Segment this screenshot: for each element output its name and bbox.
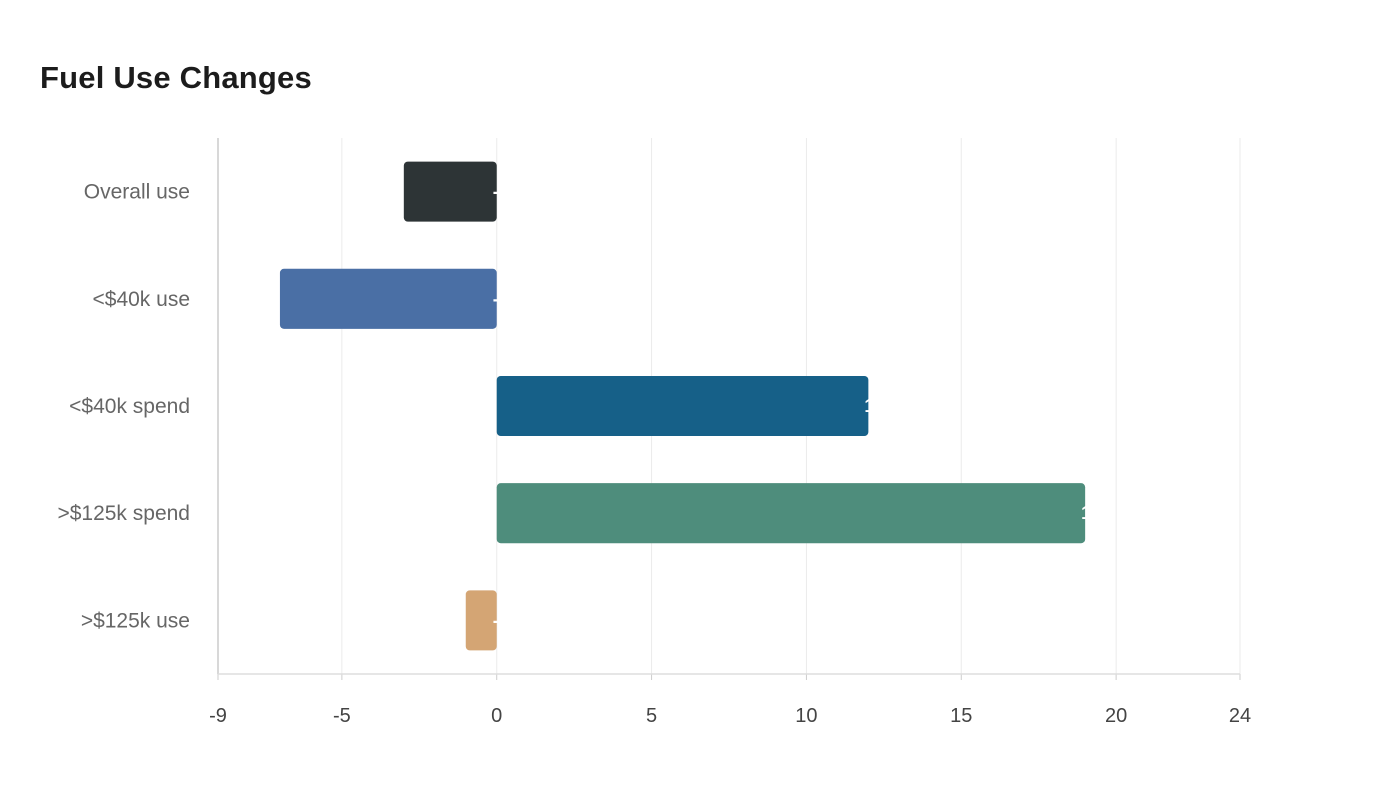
category-label: >$125k spend	[57, 502, 190, 525]
data-label: -3	[493, 182, 509, 202]
bar	[496, 483, 1086, 544]
x-tick-label: 5	[646, 705, 657, 727]
data-label: -1	[493, 610, 509, 630]
x-tick-label: -5	[333, 705, 351, 727]
category-label: >$125k use	[81, 609, 190, 632]
bar	[279, 268, 497, 329]
data-label: 12	[864, 396, 884, 416]
chart-title: Fuel Use Changes	[40, 60, 312, 95]
bar	[465, 590, 497, 651]
bar	[496, 375, 869, 437]
category-label: <$40k use	[93, 288, 191, 311]
category-label: <$40k spend	[69, 395, 190, 418]
x-tick-label: 20	[1105, 705, 1127, 727]
x-tick-label: -9	[209, 705, 227, 727]
axes	[217, 138, 1241, 680]
data-label: -7	[493, 289, 509, 309]
data-label: 19	[1081, 503, 1101, 523]
x-tick-label: 0	[491, 705, 502, 727]
labels: -9 -5 0 5 10 15 20 24 Overall use -3 <$40k use -7 <$…	[57, 181, 1251, 727]
bar	[403, 161, 497, 222]
x-tick-label: 15	[950, 705, 972, 727]
category-label: Overall use	[84, 181, 190, 204]
x-tick-label: 10	[795, 705, 817, 727]
bars	[279, 161, 1086, 651]
x-tick-label: 24	[1229, 705, 1251, 727]
